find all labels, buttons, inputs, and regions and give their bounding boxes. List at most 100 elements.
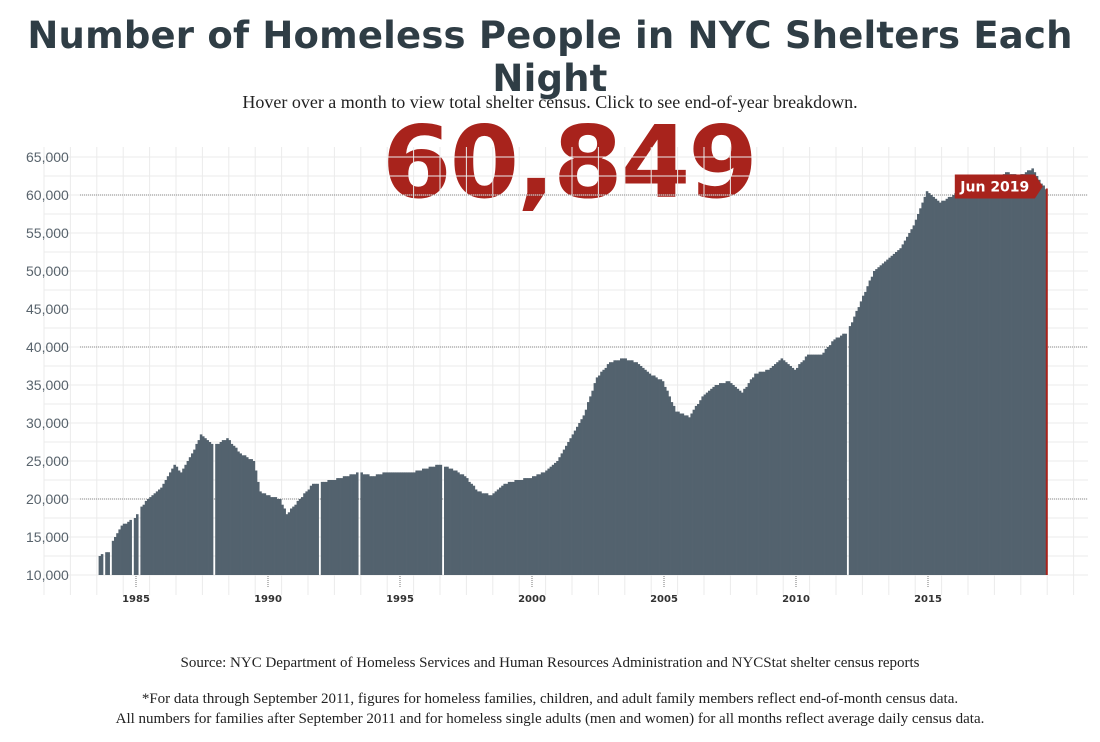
census-bar (312, 483, 315, 575)
census-bar (835, 337, 839, 575)
census-bar (459, 474, 462, 575)
census-bar (426, 468, 429, 575)
census-bar (873, 271, 876, 575)
census-bar (708, 390, 711, 575)
census-bar (551, 464, 555, 575)
census-bar (206, 440, 209, 575)
census-bar (736, 388, 740, 575)
census-bar (664, 386, 667, 575)
census-bar (369, 476, 372, 575)
census-bar (329, 480, 333, 575)
census-bar (349, 474, 352, 575)
census-bar (692, 409, 696, 575)
census-bar (974, 177, 977, 575)
census-bar (930, 195, 933, 575)
census-bar (153, 493, 157, 575)
census-bar (776, 362, 779, 575)
census-bar (393, 472, 396, 575)
census-bar (512, 481, 515, 575)
census-bar (646, 371, 649, 575)
highlight-layer: Jun 2019 (954, 174, 1048, 575)
census-bar (774, 364, 777, 575)
census-bar (1009, 174, 1012, 575)
census-bar (116, 533, 119, 575)
census-bar (989, 181, 993, 575)
census-bar (626, 360, 630, 575)
census-bar (734, 386, 737, 575)
census-bar (763, 371, 766, 575)
census-bar (287, 512, 291, 575)
census-bar (298, 499, 302, 575)
census-bar (655, 377, 658, 575)
census-bar (725, 381, 729, 575)
census-bar (479, 491, 482, 575)
census-bar (602, 369, 605, 575)
census-bar (100, 554, 104, 575)
census-bar (719, 383, 722, 575)
census-bar (171, 468, 174, 575)
census-bar (972, 179, 975, 576)
census-bar (1000, 176, 1004, 575)
shelter-census-chart[interactable]: 10,000 15,000 20,000 25,000 30,000 35,000 40,0… (0, 140, 1100, 615)
bars-layer[interactable] (98, 168, 1048, 576)
census-bar (701, 396, 704, 575)
census-bar (435, 464, 438, 575)
census-bar (336, 478, 339, 575)
census-bar (494, 491, 498, 575)
census-bar (749, 379, 753, 575)
census-bar (323, 481, 326, 575)
census-bar (327, 480, 330, 575)
census-bar (210, 443, 214, 575)
census-bar (296, 500, 300, 575)
census-bar (917, 214, 920, 575)
census-bar (268, 495, 271, 575)
census-bar (540, 472, 544, 575)
census-bar (853, 316, 856, 575)
census-bar (283, 508, 286, 575)
census-bar (483, 493, 487, 575)
census-bar (747, 383, 751, 575)
census-bar (903, 240, 907, 575)
census-bar (197, 440, 201, 575)
census-bar (188, 457, 192, 575)
census-bar (851, 322, 854, 575)
census-bar (193, 449, 196, 575)
census-bar (914, 219, 918, 575)
census-bar (549, 466, 553, 575)
census-bar (921, 202, 924, 575)
source-note: Source: NYC Department of Homeless Servi… (180, 655, 920, 671)
census-bar (521, 480, 524, 575)
census-bar (501, 485, 504, 575)
highlight-tag-label: Jun 2019 (959, 180, 1029, 196)
census-bar (364, 474, 368, 575)
census-bar (274, 497, 278, 575)
census-bar (1029, 170, 1032, 576)
census-bar (754, 373, 757, 575)
census-bar (316, 483, 319, 575)
census-bar (516, 480, 520, 575)
census-bar (741, 392, 744, 575)
census-bar (771, 366, 775, 575)
census-bar (446, 466, 449, 575)
census-bar (947, 196, 951, 575)
census-bar (309, 485, 313, 575)
census-bar (998, 177, 1001, 575)
census-bar (353, 474, 357, 575)
census-bar (987, 181, 990, 575)
census-bar (219, 442, 223, 575)
census-bar (419, 470, 423, 575)
census-bar (569, 438, 572, 575)
census-bar (430, 466, 434, 575)
y-axis: 10,000 15,000 20,000 25,000 30,000 35,000 40,0… (26, 149, 69, 583)
y-tick-label: 65,000 (26, 149, 69, 165)
census-bar (730, 383, 733, 575)
census-bar (615, 360, 619, 575)
census-bar (147, 499, 150, 575)
census-bar (576, 426, 579, 575)
census-bar (285, 514, 289, 575)
census-bar (1011, 174, 1015, 575)
census-bar (545, 470, 548, 575)
census-bar (228, 440, 231, 575)
census-bar (384, 472, 388, 575)
census-bar (840, 335, 843, 575)
